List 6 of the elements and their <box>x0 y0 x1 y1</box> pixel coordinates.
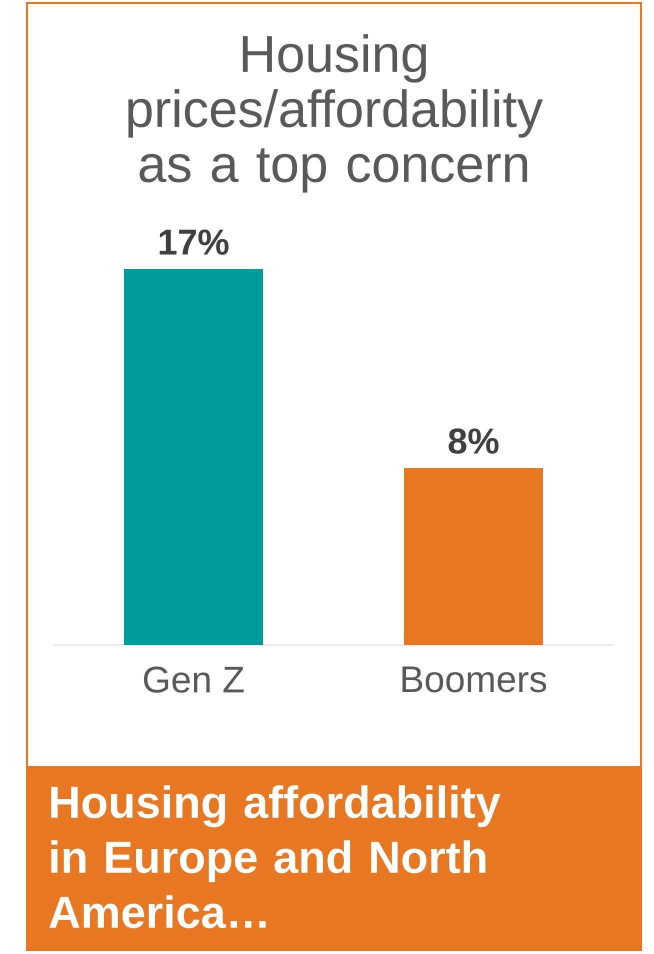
data-label: 8% <box>448 428 499 454</box>
chart-title: Housing prices/affordability as a top concern <box>128 34 543 193</box>
x-tick-label: Boomers <box>402 666 546 692</box>
x-tick-label: Gen Z <box>144 666 244 693</box>
text: Housing affordability in Europe and North America… <box>49 785 500 928</box>
data-label: 17% <box>160 229 229 255</box>
